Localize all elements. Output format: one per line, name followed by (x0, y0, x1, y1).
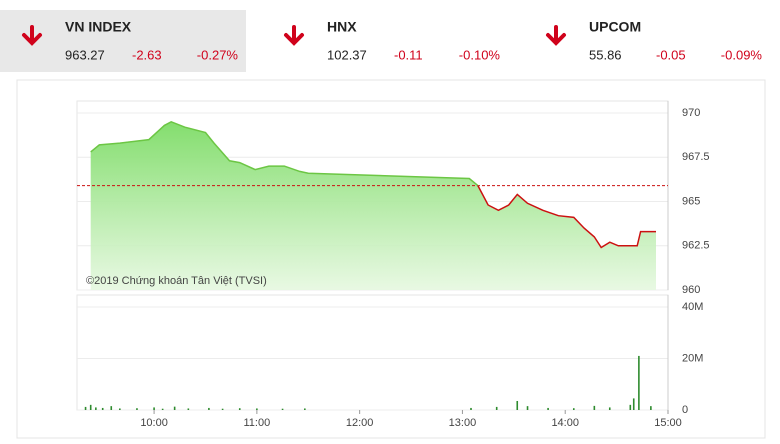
volume-bar (84, 406, 87, 410)
x-tick-label: 12:00 (346, 417, 374, 429)
volume-bar (608, 407, 611, 410)
volume-bar (638, 355, 640, 410)
index-change: -2.63 (132, 47, 162, 62)
index-value: 102.37 (327, 47, 367, 62)
volume-bar (161, 408, 164, 410)
y-tick-label: 962.5 (682, 240, 710, 252)
index-name: VN INDEX (65, 19, 132, 35)
volume-bar (238, 408, 241, 410)
y-tick-label: 965 (682, 195, 700, 207)
volume-bar (173, 406, 176, 410)
volume-bar (547, 407, 549, 410)
down-arrow (284, 25, 304, 46)
volume-bar (119, 408, 121, 410)
copyright: ©2019 Chứng khoán Tân Việt (TVSI) (86, 275, 267, 287)
selected-tile[interactable] (0, 10, 246, 72)
index-pct: -0.09% (721, 47, 763, 62)
volume-bar (95, 407, 97, 410)
y-tick-label: 970 (682, 107, 700, 119)
index-value: 55.86 (589, 47, 622, 62)
volume-bar (89, 404, 92, 410)
y-tick-label: 40M (682, 301, 703, 313)
volume-bar (281, 408, 284, 410)
volume-bar (110, 406, 113, 410)
volume-bar (101, 407, 104, 410)
plot: 970 967.5 965 962.5 960 ©2019 Chứng khoán Tân… (76, 100, 710, 429)
panel-frame (76, 294, 669, 411)
index-value: 963.27 (65, 47, 105, 62)
volume-bar (495, 406, 498, 410)
volume-bar (632, 398, 635, 410)
volume-bar (572, 408, 575, 410)
price-line-up (90, 120, 479, 186)
volume-bar (221, 408, 224, 410)
volume-bar (516, 400, 519, 410)
x-tick-label: 14:00 (551, 417, 579, 429)
y-tick-label: 967.5 (682, 151, 710, 163)
price-line-down (476, 185, 656, 249)
index-name: HNX (327, 19, 357, 35)
volume-bar (256, 408, 258, 410)
y-tick-label: 960 (682, 284, 700, 296)
volume-bar (629, 404, 632, 410)
volume-bar (136, 408, 138, 410)
down-arrow (546, 25, 566, 46)
x-tick-label: 13:00 (449, 417, 477, 429)
volume-bar (526, 406, 529, 410)
header: VN INDEX 963.27 -2.63 -0.27% HNX 102.37 -0.11 -… (22, 19, 763, 62)
x-tick-label: 11:00 (244, 417, 271, 429)
volume-bar (650, 406, 652, 410)
volume-bar (208, 407, 210, 410)
index-pct: -0.27% (197, 47, 239, 62)
index-name: UPCOM (589, 19, 641, 35)
down-arrow (22, 25, 42, 46)
index-change: -0.11 (394, 47, 423, 62)
volume-bar (304, 408, 306, 410)
index-pct: -0.10% (459, 47, 501, 62)
volume-bar (187, 408, 190, 410)
y-tick-label: 20M (682, 352, 703, 364)
index-change: -0.05 (656, 47, 686, 62)
x-tick-label: 15:00 (654, 417, 682, 429)
volume-bar (153, 407, 155, 410)
chart-frame (16, 79, 766, 439)
volume-bar (470, 407, 472, 410)
y-tick-label: 0 (682, 404, 688, 416)
volume-bar (593, 405, 596, 410)
x-tick-label: 10:00 (140, 417, 168, 429)
price-area (90, 121, 657, 290)
